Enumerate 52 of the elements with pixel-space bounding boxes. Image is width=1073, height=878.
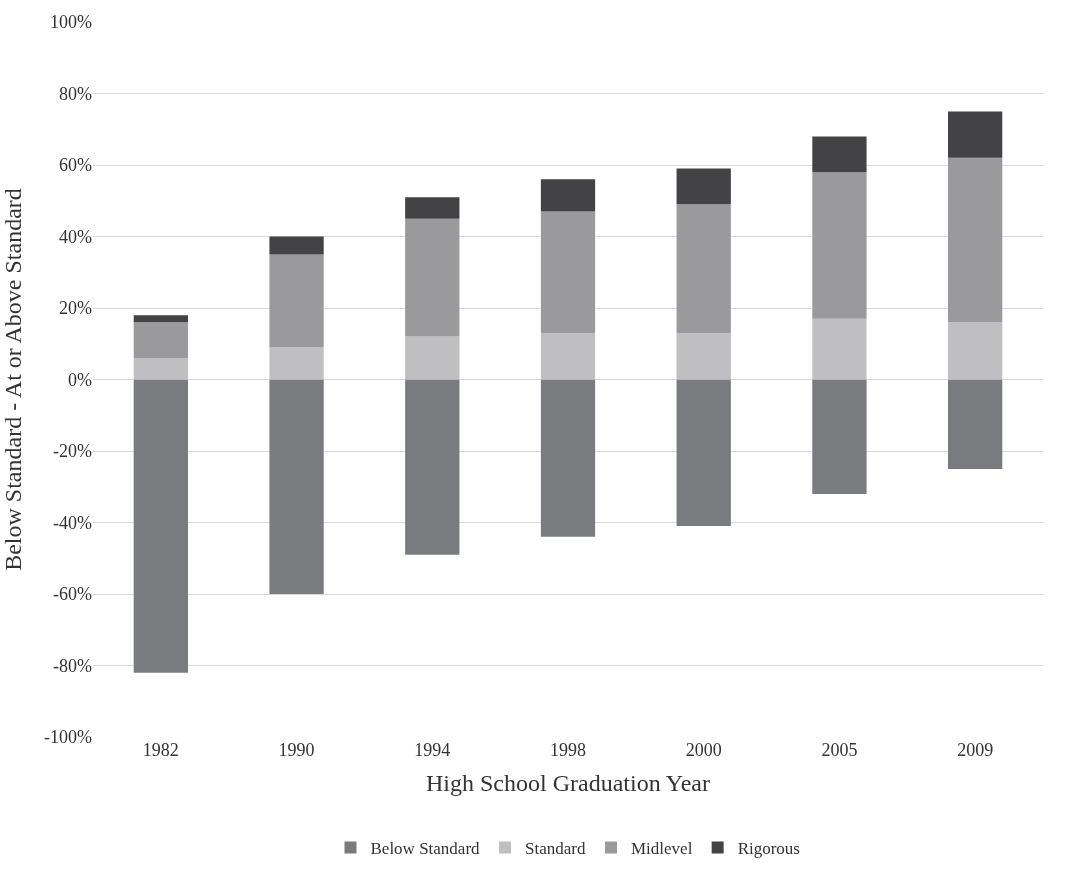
bar <box>540 211 596 334</box>
bar <box>676 333 731 380</box>
y-tick-label: 40% <box>59 226 92 247</box>
x-tick-label: 2009 <box>957 740 994 760</box>
bar <box>676 168 731 205</box>
bar <box>948 379 1003 469</box>
y-tick-label: 0% <box>68 369 92 390</box>
bar <box>405 197 460 219</box>
bar <box>133 379 188 673</box>
x-axis-title: High School Graduation Year <box>426 770 710 797</box>
bar <box>133 322 188 359</box>
x-tick-label: 1990 <box>278 740 315 760</box>
bar <box>676 204 731 334</box>
y-tick-label: 60% <box>59 155 92 176</box>
y-tick-label: -20% <box>53 441 92 462</box>
y-tick-label: -80% <box>53 655 92 676</box>
bar <box>812 172 867 319</box>
x-tick-label: 1998 <box>550 740 586 760</box>
legend-label: Standard <box>525 839 586 859</box>
bar <box>540 333 596 380</box>
bar <box>405 379 460 555</box>
bar <box>269 347 324 380</box>
bar <box>269 379 324 594</box>
bar <box>676 379 731 527</box>
bar <box>812 318 867 380</box>
bar <box>948 111 1003 158</box>
y-tick-label: 100% <box>50 12 92 33</box>
bar <box>133 358 188 380</box>
legend-label: Midlevel <box>630 839 693 859</box>
y-axis-title: Below Standard - At or Above Standard <box>0 188 27 571</box>
x-tick-label: 1982 <box>142 740 179 760</box>
bar <box>948 322 1003 380</box>
bar <box>540 379 596 537</box>
bar <box>405 336 460 380</box>
bar <box>269 236 324 255</box>
y-tick-label: -40% <box>53 512 92 533</box>
y-tick-label: -100% <box>44 727 92 748</box>
y-tick-label: 80% <box>59 83 92 104</box>
legend-label: Rigorous <box>737 839 800 859</box>
bar <box>269 254 324 348</box>
bar <box>540 179 596 212</box>
x-tick-label: 1994 <box>414 740 451 760</box>
legend-label: Below Standard <box>370 839 481 859</box>
bar <box>812 136 867 173</box>
bar <box>948 157 1003 323</box>
x-tick-label: 2000 <box>685 740 722 760</box>
bar <box>405 218 460 337</box>
x-tick-label: 2005 <box>821 740 858 760</box>
y-tick-label: 20% <box>59 298 92 319</box>
bar <box>812 379 867 494</box>
bar <box>133 315 188 323</box>
y-tick-label: -60% <box>53 584 92 605</box>
